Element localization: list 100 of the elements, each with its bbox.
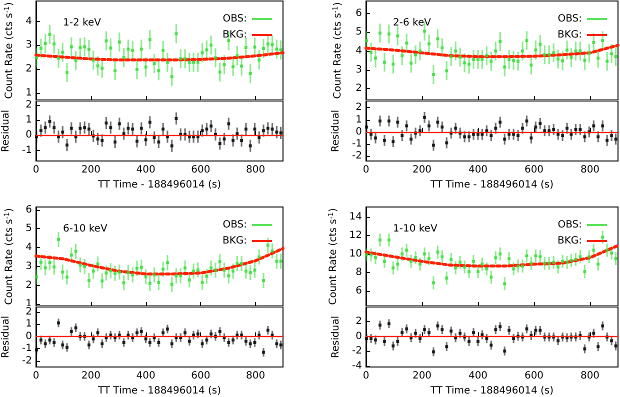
point (440, 255, 444, 258)
point (214, 268, 217, 272)
point (270, 249, 274, 252)
point (494, 49, 498, 52)
y-tick-label: 2 (26, 280, 32, 291)
point (52, 126, 56, 130)
x-tick-label: 600 (524, 164, 544, 176)
point (606, 248, 609, 252)
y-tick-label: 10 (349, 248, 362, 260)
x-tick-label: 800 (580, 370, 600, 382)
x-tick-label: 200 (412, 370, 432, 382)
point (472, 331, 476, 334)
point (570, 132, 573, 136)
point (396, 262, 400, 266)
point (66, 144, 69, 147)
point (148, 120, 152, 124)
point (365, 126, 368, 129)
point (454, 126, 458, 130)
point (236, 132, 239, 136)
point (538, 328, 542, 332)
point (374, 256, 378, 260)
point (96, 331, 100, 334)
point (61, 130, 64, 134)
y-tick-label: 2 (356, 316, 362, 327)
point (463, 265, 466, 268)
point (436, 324, 440, 328)
point (248, 72, 252, 76)
legend-label: OBS: (222, 14, 247, 24)
x-tick-label: 400 (136, 370, 156, 382)
point (365, 336, 368, 340)
y-tick-label: 1 (26, 114, 32, 126)
point (548, 53, 551, 56)
point (561, 134, 564, 138)
point (516, 60, 520, 63)
point (574, 49, 578, 52)
point (57, 238, 60, 241)
point (205, 48, 208, 52)
point (601, 39, 604, 42)
point (606, 60, 609, 63)
point (610, 252, 614, 255)
legend-label: BKG: (557, 236, 582, 246)
point (490, 60, 493, 63)
point (275, 260, 278, 263)
point (566, 260, 569, 264)
point (396, 340, 400, 343)
point (227, 274, 230, 278)
point (400, 331, 404, 334)
point (400, 252, 404, 256)
point (428, 257, 430, 260)
point (279, 131, 282, 134)
y-tick-label: 1 (26, 87, 32, 98)
point (530, 262, 533, 265)
point (188, 278, 191, 282)
point (126, 271, 130, 274)
point (614, 55, 618, 58)
point (476, 340, 480, 343)
point (374, 56, 378, 60)
y-tick-label: -1 (22, 343, 32, 354)
x-tick-label: 400 (468, 164, 488, 176)
point (218, 142, 222, 146)
point (436, 250, 440, 254)
point (370, 132, 373, 136)
point (205, 274, 208, 278)
point (578, 128, 582, 131)
point (458, 260, 462, 264)
point (131, 48, 134, 52)
point (78, 263, 82, 266)
point (44, 126, 47, 130)
text: 1-2 keV (63, 18, 102, 28)
point (87, 343, 90, 346)
point (174, 116, 178, 120)
point (396, 120, 400, 124)
point (405, 327, 408, 330)
point (39, 129, 42, 132)
point (92, 58, 95, 62)
point (561, 260, 564, 263)
point (104, 39, 108, 42)
point (179, 57, 182, 60)
point (232, 138, 235, 142)
point (445, 276, 448, 280)
point (109, 126, 112, 130)
point (222, 63, 226, 66)
point (405, 42, 408, 45)
point (157, 140, 160, 144)
point (184, 57, 187, 60)
y-axis-title: Residual (0, 110, 12, 152)
y-axis-title: Residual (0, 316, 12, 358)
point (227, 341, 230, 344)
point (279, 48, 282, 52)
y-tick-label: 6 (26, 204, 32, 216)
point (428, 331, 430, 334)
point (200, 342, 204, 346)
point (428, 42, 430, 46)
point (109, 269, 112, 272)
point (66, 346, 69, 349)
point (157, 280, 160, 284)
point (592, 40, 596, 44)
point (503, 66, 506, 68)
y-tick-label: 6 (356, 8, 362, 19)
point (392, 344, 395, 348)
